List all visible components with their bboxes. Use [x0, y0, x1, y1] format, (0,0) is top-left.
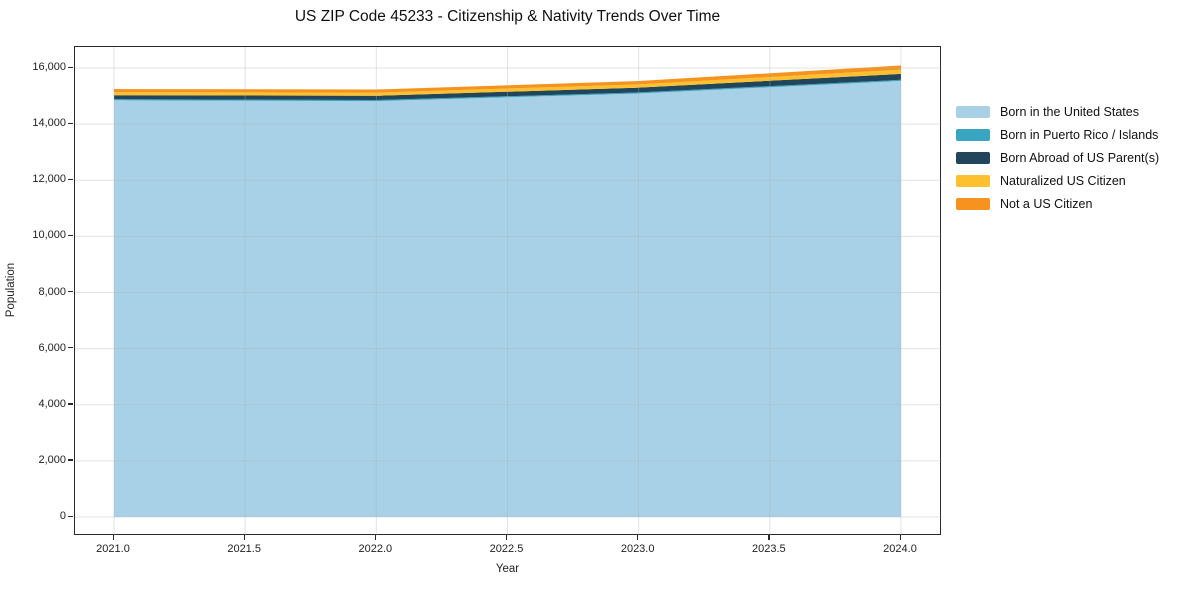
y-tick-mark — [68, 122, 73, 124]
y-tick-mark — [68, 178, 73, 181]
x-tick-mark — [374, 535, 377, 540]
x-tick-mark — [899, 535, 901, 540]
x-tick-mark — [112, 535, 114, 540]
y-tick-mark — [68, 291, 73, 293]
legend-swatch — [956, 151, 990, 164]
y-tick-label: 12,000 — [32, 173, 66, 186]
legend-label: Born Abroad of US Parent(s) — [1000, 150, 1160, 165]
y-tick-label: 2,000 — [38, 453, 66, 466]
area-series-2 — [114, 73, 901, 100]
legend-swatch — [956, 128, 990, 141]
chart-title: US ZIP Code 45233 - Citizenship & Nativi… — [294, 8, 721, 25]
x-tick-label: 2021.0 — [96, 543, 130, 555]
x-tick-mark — [243, 535, 245, 540]
x-tick-label: 2022.5 — [489, 543, 524, 555]
legend-label: Naturalized US Citizen — [1000, 173, 1126, 188]
y-tick-mark — [68, 66, 73, 68]
y-tick-mark — [68, 459, 73, 461]
plot-area — [74, 46, 942, 536]
x-tick-mark — [637, 535, 639, 540]
y-tick-mark — [68, 515, 73, 517]
y-tick-label: 8,000 — [38, 285, 66, 298]
area-series-3 — [114, 69, 901, 96]
y-tick-label: 10,000 — [32, 229, 66, 242]
legend-item: Born in Puerto Rico / Islands — [956, 123, 1159, 146]
x-tick-label: 2023.0 — [620, 543, 655, 555]
x-tick-label: 2021.5 — [227, 543, 261, 555]
x-tick-label: 2024.0 — [883, 543, 917, 555]
area-series-4 — [114, 65, 901, 93]
y-tick-label: 4,000 — [38, 397, 66, 410]
y-tick-mark — [68, 347, 73, 349]
legend-swatch — [956, 174, 990, 187]
legend-label: Born in Puerto Rico / Islands — [1000, 127, 1159, 142]
x-tick-label: 2022.0 — [358, 543, 393, 555]
y-tick-mark — [68, 234, 73, 237]
x-axis-title: Year — [495, 563, 520, 575]
y-tick-label: 16,000 — [32, 61, 66, 73]
x-tick-mark — [506, 535, 508, 540]
area-series-0 — [114, 80, 901, 517]
y-tick-mark — [68, 403, 73, 405]
legend-item: Born Abroad of US Parent(s) — [956, 146, 1159, 169]
legend-item: Born in the United States — [956, 100, 1159, 123]
legend-label: Not a US Citizen — [1000, 196, 1093, 211]
y-axis-title: Population — [5, 262, 17, 318]
area-series-1 — [114, 79, 901, 102]
y-tick-label: 6,000 — [38, 341, 66, 354]
legend-swatch — [956, 197, 990, 210]
y-tick-label: 0 — [59, 510, 66, 522]
legend: Born in the United States Born in Puerto … — [956, 100, 1159, 215]
stacked-area-svg — [75, 47, 942, 536]
legend-swatch — [956, 105, 990, 118]
legend-item: Not a US Citizen — [956, 192, 1159, 215]
x-tick-label: 2023.5 — [752, 543, 786, 555]
legend-item: Naturalized US Citizen — [956, 169, 1159, 192]
x-tick-mark — [768, 535, 770, 540]
y-tick-label: 14,000 — [32, 117, 66, 130]
legend-label: Born in the United States — [1000, 104, 1139, 119]
